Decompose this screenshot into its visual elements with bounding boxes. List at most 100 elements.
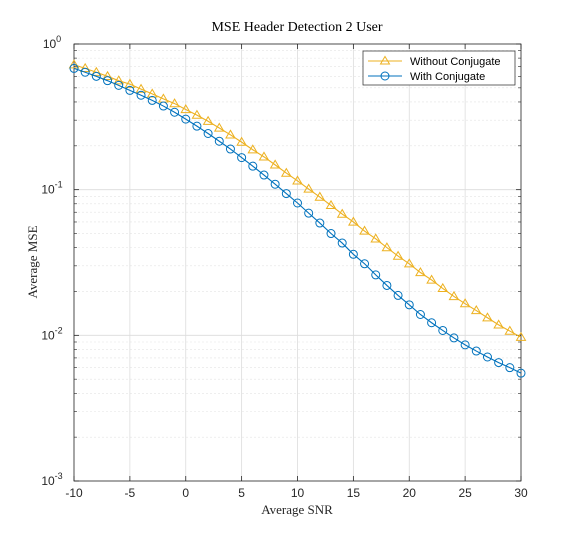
data-point-without-conjugate	[482, 312, 493, 322]
data-point-with-conjugate	[404, 300, 414, 310]
data-point-without-conjugate	[459, 298, 471, 308]
data-point-with-conjugate	[170, 107, 180, 117]
data-point-without-conjugate	[225, 129, 236, 139]
x-tick-label: 20	[403, 486, 417, 500]
y-tick-label: 10-3	[41, 471, 62, 488]
y-axis-label: Average MSE	[25, 225, 40, 298]
data-point-with-conjugate	[371, 270, 381, 280]
data-point-without-conjugate	[470, 305, 482, 315]
data-point-without-conjugate	[180, 104, 192, 114]
data-point-with-conjugate	[438, 325, 448, 335]
data-point-with-conjugate	[248, 161, 258, 171]
data-point-without-conjugate	[370, 233, 382, 243]
data-point-with-conjugate	[103, 76, 113, 86]
data-point-without-conjugate	[325, 199, 337, 210]
data-point-without-conjugate	[79, 62, 91, 73]
data-point-without-conjugate	[236, 136, 247, 146]
data-point-without-conjugate	[202, 115, 214, 125]
data-point-with-conjugate	[482, 352, 492, 362]
data-point-without-conjugate	[191, 109, 203, 119]
series-with-conjugate	[69, 63, 526, 378]
data-point-without-conjugate	[448, 290, 460, 301]
data-point-without-conjugate	[292, 175, 303, 185]
data-point-with-conjugate	[214, 136, 224, 146]
data-point-with-conjugate	[80, 67, 90, 77]
data-point-without-conjugate	[403, 258, 415, 268]
series-without-conjugate	[68, 59, 527, 341]
data-point-with-conjugate	[471, 346, 481, 356]
x-tick-label: 30	[514, 486, 528, 500]
data-point-without-conjugate	[269, 159, 281, 169]
data-point-with-conjugate	[393, 290, 403, 300]
data-point-with-conjugate	[192, 121, 202, 131]
data-point-with-conjugate	[281, 189, 291, 199]
x-tick-label: 5	[238, 486, 245, 500]
data-point-without-conjugate	[504, 325, 516, 335]
data-point-with-conjugate	[125, 85, 135, 95]
data-point-with-conjugate	[293, 198, 302, 208]
data-point-with-conjugate	[315, 218, 325, 228]
data-point-without-conjugate	[437, 282, 449, 293]
series-layer	[68, 59, 527, 378]
y-tick-label: 10-2	[41, 325, 62, 342]
data-point-without-conjugate	[135, 83, 147, 93]
data-point-with-conjugate	[69, 63, 79, 73]
data-point-with-conjugate	[326, 229, 336, 239]
data-point-with-conjugate	[360, 259, 370, 269]
y-tick-label: 10-1	[41, 180, 62, 197]
data-point-without-conjugate	[303, 183, 315, 193]
legend: Without Conjugate With Conjugate	[362, 50, 516, 86]
data-point-without-conjugate	[336, 208, 348, 218]
legend-marker-with-conjugate	[380, 71, 390, 81]
data-point-with-conjugate	[225, 144, 235, 154]
data-point-with-conjugate	[304, 208, 314, 218]
legend-label-without-conjugate: Without Conjugate	[410, 56, 501, 68]
data-point-without-conjugate	[493, 319, 505, 329]
x-tick-label: 15	[347, 486, 361, 500]
axis-ticks: -10 -5 0 5 10 15 20 25 30 10-3 10-2 10-1 100	[41, 34, 528, 500]
data-point-without-conjugate	[124, 78, 136, 88]
data-point-without-conjugate	[169, 98, 180, 108]
chart-title: MSE Header Detection 2 User	[211, 20, 382, 35]
x-tick-label: 10	[291, 486, 305, 500]
data-point-with-conjugate	[237, 153, 247, 163]
data-point-without-conjugate	[415, 267, 426, 277]
data-point-with-conjugate	[337, 238, 347, 248]
data-point-without-conjugate	[146, 88, 158, 98]
data-point-without-conjugate	[68, 59, 80, 69]
data-point-with-conjugate	[494, 358, 504, 368]
legend-marker-without-conjugate	[379, 55, 391, 65]
data-point-with-conjugate	[348, 249, 358, 259]
data-point-without-conjugate	[348, 216, 359, 226]
data-point-without-conjugate	[426, 274, 437, 284]
data-point-without-conjugate	[392, 250, 404, 260]
data-point-with-conjugate	[114, 80, 124, 90]
data-point-with-conjugate	[158, 101, 168, 111]
y-tick-label: 100	[43, 34, 61, 51]
data-point-with-conjugate	[270, 179, 280, 189]
x-tick-label: 0	[182, 486, 189, 500]
data-point-without-conjugate	[359, 225, 370, 235]
data-point-without-conjugate	[314, 191, 326, 201]
data-point-with-conjugate	[382, 280, 392, 290]
data-point-without-conjugate	[90, 66, 102, 76]
data-point-without-conjugate	[213, 122, 225, 132]
data-point-without-conjugate	[102, 70, 113, 80]
data-point-without-conjugate	[515, 331, 527, 341]
data-point-with-conjugate	[203, 128, 213, 138]
data-point-with-conjugate	[415, 310, 425, 320]
data-point-with-conjugate	[460, 340, 470, 350]
data-point-with-conjugate	[136, 90, 146, 100]
data-point-without-conjugate	[280, 167, 292, 177]
data-point-without-conjugate	[113, 75, 125, 85]
data-point-with-conjugate	[181, 114, 191, 124]
data-point-without-conjugate	[258, 151, 270, 161]
data-point-with-conjugate	[516, 368, 526, 378]
data-point-without-conjugate	[381, 242, 393, 252]
data-point-with-conjugate	[259, 170, 269, 180]
data-point-with-conjugate	[427, 318, 437, 328]
x-axis-label: Average SNR	[261, 502, 333, 517]
x-tick-label: -5	[125, 486, 136, 500]
